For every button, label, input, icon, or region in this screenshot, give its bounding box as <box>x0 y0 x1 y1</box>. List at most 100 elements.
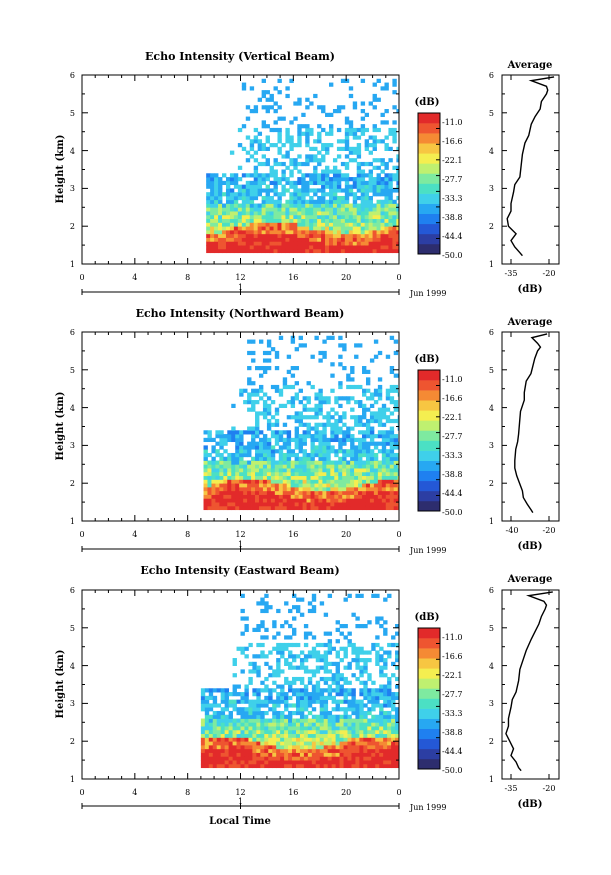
heatmap-cell <box>395 631 399 636</box>
heatmap-cell <box>331 763 336 769</box>
heatmap-cell <box>339 692 344 697</box>
heatmap-cell <box>232 673 237 678</box>
heatmap-cell <box>355 707 360 712</box>
heatmap-cell <box>284 661 289 666</box>
heatmap-cell <box>224 695 230 701</box>
heatmap-cell <box>372 177 377 182</box>
heatmap-cell <box>305 203 310 208</box>
heatmap-cell <box>380 199 385 204</box>
heatmap-cell <box>327 733 333 738</box>
heatmap-cell <box>329 222 334 227</box>
heatmap-cell <box>244 714 249 719</box>
heatmap-cell <box>248 707 253 712</box>
heatmap-cell <box>352 229 358 235</box>
heatmap-cell <box>292 616 297 621</box>
heatmap-cell <box>241 146 247 151</box>
heatmap-cell <box>352 127 358 133</box>
heatmap-cell <box>253 158 259 163</box>
x-tick-labels: 0 4 8 12 16 20 0 <box>79 530 401 539</box>
heatmap-cell <box>299 692 305 697</box>
heatmap-cell <box>350 505 355 511</box>
heatmap-cell <box>342 486 347 492</box>
heatmap-cell <box>212 733 218 738</box>
heatmap-cell <box>256 703 261 708</box>
heatmap-cell <box>282 445 288 450</box>
heatmap-cell <box>207 464 212 469</box>
heatmap-cell <box>210 199 215 204</box>
heatmap-cell <box>309 214 314 220</box>
heatmap-cell <box>388 203 393 208</box>
heatmap-cell <box>327 684 333 689</box>
heatmap-cell <box>236 707 241 712</box>
heatmap-cell <box>256 699 261 704</box>
heatmap-cell <box>348 233 354 238</box>
heatmap-cell <box>239 388 244 393</box>
heatmap-cell <box>335 680 340 685</box>
heatmap-cell <box>354 471 359 477</box>
heatmap-cell <box>214 211 219 216</box>
heatmap-cell <box>281 207 286 212</box>
heatmap-cell <box>220 752 226 757</box>
heatmap-cell <box>236 763 241 769</box>
heatmap-cell <box>311 748 317 753</box>
heatmap-cell <box>384 218 389 223</box>
heatmap-cell <box>384 222 389 227</box>
heatmap-cell <box>233 229 239 235</box>
heatmap-cell <box>318 479 323 484</box>
heatmap-cell <box>272 707 277 712</box>
heatmap-cell <box>356 127 362 133</box>
heatmap-cell <box>348 127 354 133</box>
heatmap-cell <box>236 752 241 757</box>
heatmap-cell <box>286 479 292 484</box>
heatmap-cell <box>347 642 352 648</box>
heatmap-cell <box>329 207 334 212</box>
heatmap-cell <box>381 505 387 511</box>
heatmap-cell <box>285 180 290 186</box>
heatmap-cell <box>356 180 362 186</box>
heatmap-cell <box>363 748 368 753</box>
heatmap-cell <box>373 479 379 484</box>
heatmap-cell <box>323 741 329 746</box>
heatmap-cell <box>342 490 347 495</box>
heatmap-cell <box>336 195 342 201</box>
heatmap-cell <box>206 180 211 186</box>
heatmap-cell <box>321 192 326 197</box>
heatmap-cell <box>358 471 363 477</box>
heatmap-cell <box>336 211 342 216</box>
heatmap-cell <box>335 707 340 712</box>
heatmap-cell <box>381 490 387 495</box>
heatmap-cell <box>255 486 260 492</box>
heatmap-cell <box>343 646 348 651</box>
heatmap-cell <box>302 430 307 435</box>
heatmap-cell <box>322 396 327 401</box>
heatmap-cell <box>377 471 383 477</box>
heatmap-cell <box>252 722 257 727</box>
heatmap-cell <box>318 392 323 397</box>
heatmap-cell <box>292 748 297 753</box>
heatmap-cell <box>272 620 277 625</box>
heatmap-cell <box>285 248 290 254</box>
colorbar-swatch <box>418 133 440 144</box>
heatmap-cell <box>310 437 315 443</box>
heatmap-cell <box>352 101 358 106</box>
heatmap-cell <box>239 441 244 446</box>
heatmap-cell <box>247 498 252 503</box>
heatmap-cell <box>381 452 387 458</box>
heatmap-cell <box>340 222 346 227</box>
heatmap-cell <box>319 665 325 670</box>
heatmap-cell <box>240 616 245 621</box>
heatmap-cell <box>309 218 314 223</box>
heatmap-cell <box>207 434 212 439</box>
heatmap-cell <box>344 188 350 193</box>
heatmap-cell <box>330 373 335 378</box>
heatmap-cell <box>331 707 336 712</box>
heatmap-cell <box>352 184 358 189</box>
heatmap-cell <box>298 388 303 393</box>
heatmap-cell <box>276 733 281 738</box>
heatmap-cell <box>216 710 222 716</box>
heatmap-cell <box>351 726 356 731</box>
colorbar-tick-label: -50.0 <box>442 251 463 260</box>
heatmap-cell <box>317 180 322 186</box>
profile-y-tick-labels: 1 2 3 4 5 6 <box>489 586 494 784</box>
heatmap-cell <box>237 233 243 238</box>
